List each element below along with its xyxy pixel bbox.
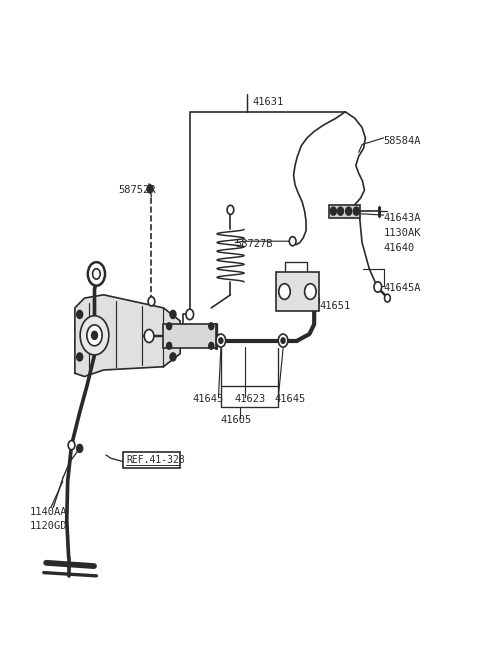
- Polygon shape: [75, 295, 180, 377]
- Circle shape: [216, 334, 226, 347]
- Circle shape: [289, 236, 296, 246]
- Circle shape: [186, 309, 193, 320]
- Circle shape: [80, 316, 109, 355]
- Circle shape: [68, 441, 75, 450]
- Circle shape: [337, 207, 343, 215]
- Circle shape: [281, 338, 285, 343]
- Circle shape: [305, 284, 316, 299]
- Text: 41645: 41645: [192, 394, 223, 404]
- Circle shape: [279, 284, 290, 299]
- Text: 41623: 41623: [234, 394, 265, 404]
- Circle shape: [87, 325, 102, 346]
- Circle shape: [170, 310, 176, 318]
- Text: 58752R: 58752R: [118, 185, 156, 195]
- Bar: [123, 453, 180, 468]
- Circle shape: [167, 343, 171, 349]
- Circle shape: [77, 353, 83, 361]
- Circle shape: [209, 343, 214, 349]
- Circle shape: [77, 310, 83, 318]
- Text: 41645: 41645: [275, 394, 306, 404]
- Circle shape: [77, 445, 83, 453]
- Circle shape: [92, 331, 97, 339]
- Text: REF.41-328: REF.41-328: [126, 455, 185, 465]
- Circle shape: [144, 329, 154, 343]
- Text: 41640: 41640: [384, 243, 415, 253]
- Bar: [328, 204, 360, 217]
- Text: 58584A: 58584A: [384, 136, 421, 146]
- Bar: [163, 324, 216, 348]
- Text: 1140AA: 1140AA: [29, 507, 67, 517]
- Text: 41645A: 41645A: [384, 283, 421, 293]
- Circle shape: [219, 338, 223, 343]
- Circle shape: [148, 297, 155, 306]
- Circle shape: [330, 207, 336, 215]
- Circle shape: [353, 207, 359, 215]
- Circle shape: [227, 205, 234, 214]
- Circle shape: [147, 185, 153, 193]
- Text: 41631: 41631: [252, 97, 283, 107]
- Circle shape: [209, 323, 214, 329]
- Circle shape: [374, 282, 382, 292]
- Text: 41651: 41651: [319, 301, 350, 311]
- Circle shape: [93, 269, 100, 279]
- Text: 1130AK: 1130AK: [384, 228, 421, 238]
- Circle shape: [167, 323, 171, 329]
- Circle shape: [346, 207, 351, 215]
- Text: 41643A: 41643A: [384, 213, 421, 223]
- Text: 58727B: 58727B: [235, 240, 273, 250]
- Bar: [276, 272, 319, 311]
- Circle shape: [384, 294, 390, 302]
- Text: 41605: 41605: [221, 415, 252, 425]
- Circle shape: [170, 353, 176, 361]
- Circle shape: [88, 262, 105, 286]
- Circle shape: [278, 334, 288, 347]
- Text: 1120GD: 1120GD: [29, 521, 67, 531]
